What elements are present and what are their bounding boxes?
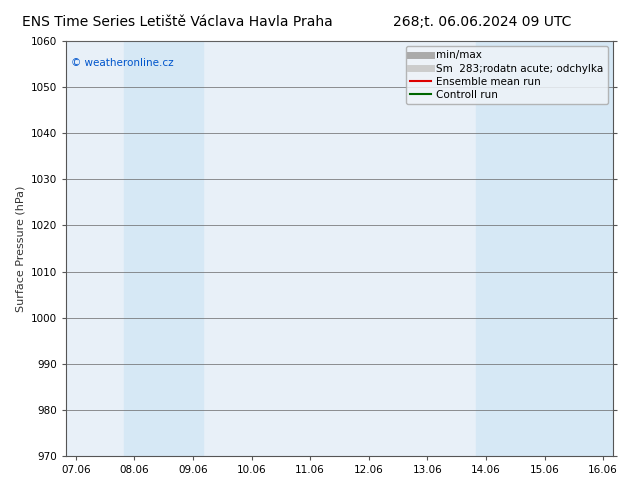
Text: © weatheronline.cz: © weatheronline.cz — [71, 58, 174, 68]
Text: 268;t. 06.06.2024 09 UTC: 268;t. 06.06.2024 09 UTC — [392, 15, 571, 29]
Legend: min/max, Sm  283;rodatn acute; odchylka, Ensemble mean run, Controll run: min/max, Sm 283;rodatn acute; odchylka, … — [406, 46, 608, 104]
Text: ENS Time Series Letiště Václava Havla Praha: ENS Time Series Letiště Václava Havla Pr… — [22, 15, 333, 29]
Bar — [476, 41, 615, 456]
Y-axis label: Surface Pressure (hPa): Surface Pressure (hPa) — [15, 185, 25, 312]
Bar — [124, 41, 203, 456]
